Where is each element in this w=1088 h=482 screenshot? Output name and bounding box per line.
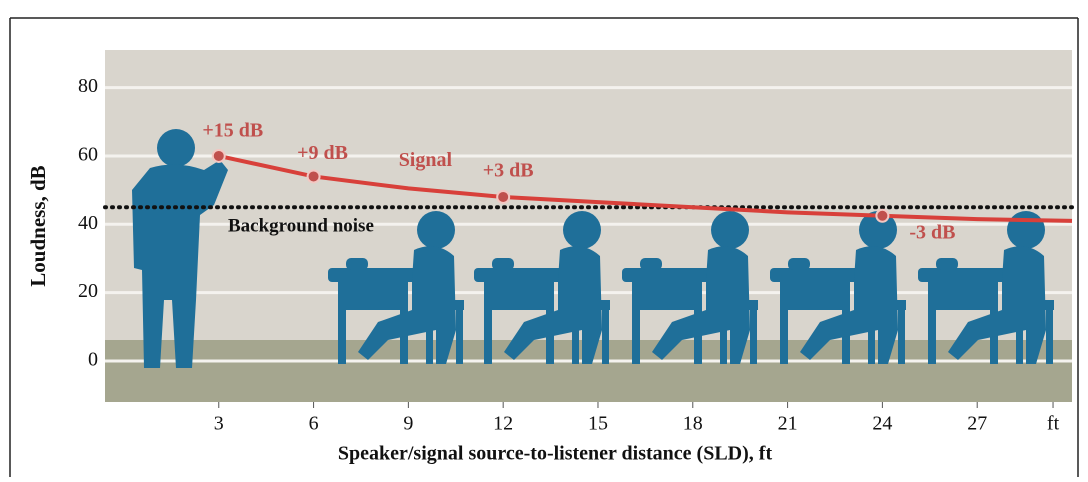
signal-marker (211, 148, 226, 163)
x-tick-label: 24 (872, 413, 892, 435)
x-tick-label: 3 (214, 413, 224, 435)
x-tick-label: 27 (967, 413, 987, 435)
marker-label: -3 dB (909, 221, 955, 243)
x-tick-label: 18 (683, 413, 703, 435)
signal-line (218, 153, 1073, 223)
background-noise-label: Background noise (228, 216, 374, 237)
x-tick-label: 15 (588, 413, 608, 435)
grid (105, 86, 1072, 363)
x-tick-label: 12 (493, 413, 513, 435)
y-tick-label: 80 (78, 75, 98, 97)
y-tick-label: 60 (78, 144, 98, 166)
x-axis-label: Speaker/signal source-to-listener distan… (338, 443, 773, 465)
y-tick-label: 0 (88, 349, 98, 371)
marker-label: +9 dB (297, 142, 348, 164)
x-tick-label: 9 (403, 413, 413, 435)
illustration (132, 129, 1054, 368)
x-tick-label: ft (1047, 413, 1060, 435)
marker-label: +15 dB (202, 120, 263, 142)
y-tick-label: 40 (78, 212, 98, 234)
signal-marker (875, 208, 890, 223)
y-axis-label: Loudness, dB (26, 165, 50, 286)
x-tick-label: 21 (778, 413, 798, 435)
x-tick-label: 6 (309, 413, 319, 435)
signal-label: Signal (399, 149, 453, 171)
signal-marker (306, 169, 321, 184)
y-tick-label: 20 (78, 280, 98, 302)
plot: Background noise Signal +15 dB +9 dB +3 dB -3… (103, 120, 1074, 243)
marker-label: +3 dB (483, 160, 534, 182)
signal-marker (496, 189, 511, 204)
